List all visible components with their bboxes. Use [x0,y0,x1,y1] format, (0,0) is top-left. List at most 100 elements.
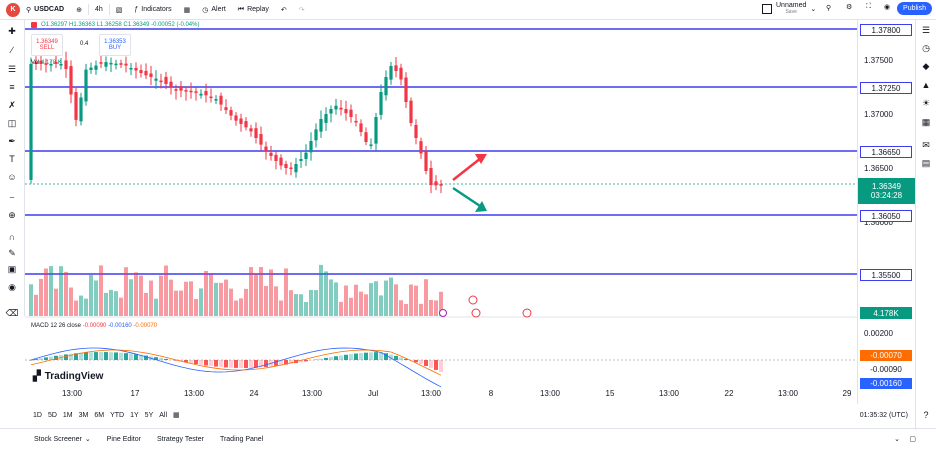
horizontal-lines-icon[interactable]: ☰ [7,64,17,74]
macd-histogram-bar [344,355,348,360]
time-tick: 13:00 [778,389,798,398]
price-tick: 1.36500 [864,164,893,173]
candle-body [349,110,352,117]
time-axis[interactable]: 13:00 17 13:00 24 13:00 Jul 13:00 8 13:0… [25,385,857,404]
volume-bar [229,289,233,316]
macd-histogram-bar [359,353,363,360]
redo-button[interactable]: ↷ [293,0,311,19]
interval-button[interactable]: 4h [89,0,109,19]
emoji-icon[interactable]: ☺ [7,172,17,182]
camera-icon[interactable]: ◉ [884,3,890,11]
ideas-icon[interactable]: ☀ [921,98,931,108]
macd-legend-value1: -0.00090 [83,323,107,329]
grid-icon: ▦ [184,6,191,14]
ruler-icon[interactable]: ⎯ [7,192,17,202]
chart-canvas[interactable] [25,20,857,404]
volume-bar [54,289,58,316]
indicators-button[interactable]: ƒ Indicators [128,0,177,19]
candle-body [259,134,262,145]
replay-button[interactable]: ⏮ Replay [232,0,275,19]
range-1m[interactable]: 1M [60,412,76,419]
volume-bar [89,275,93,316]
price-axis[interactable]: 1.37500 1.37000 1.36500 1.36000 1.37800 … [857,20,916,404]
candle-body [284,164,287,168]
dom-icon[interactable]: ▤ [921,158,931,168]
volume-bar [29,284,33,316]
candle-body [379,92,382,115]
magnet-icon[interactable]: ∩ [7,232,17,242]
publish-button[interactable]: Publish [897,2,932,15]
volume-bar [64,272,68,316]
macd-histogram-bar [199,360,203,365]
volume-bar [304,302,308,316]
volume-bar [269,269,273,316]
buy-button[interactable]: 1.36353 BUY [99,34,131,56]
range-ytd[interactable]: YTD [107,412,127,419]
range-3m[interactable]: 3M [76,412,92,419]
fullscreen-icon[interactable]: ⛶ [866,3,871,11]
price-tick: 1.37000 [864,110,893,119]
zoom-icon[interactable]: ⊕ [7,210,17,220]
text-icon[interactable]: T [7,154,17,164]
range-1y[interactable]: 1Y [127,412,142,419]
collapse-panel-icon[interactable]: ⌄ [894,435,900,443]
pine-editor-tab[interactable]: Pine Editor [99,436,149,443]
crosshair-icon[interactable]: ✚ [7,26,17,36]
candle-body [364,132,367,142]
macd-histogram-bar [114,352,118,360]
chart-type-button[interactable]: ▧ [110,0,129,19]
projection-icon[interactable]: ◫ [7,118,17,128]
goto-date-icon[interactable]: ▦ [170,411,183,419]
range-5y[interactable]: 5Y [142,412,157,419]
lock-icon[interactable]: ▣ [7,264,17,274]
settings-icon[interactable]: ⚙ [846,3,852,11]
layout-menu[interactable]: Unnamed Save ⌄ [762,2,816,16]
range-all[interactable]: All [156,412,170,419]
time-tick: 29 [843,389,852,398]
symbol-search[interactable]: ⚲ USDCAD [20,0,70,19]
trading-panel-tab[interactable]: Trading Panel [212,436,271,443]
candle-body [414,125,417,138]
economic-event-marker [472,309,480,317]
macd-histogram-bar [84,352,88,360]
pattern-icon[interactable]: ✗ [7,100,17,110]
volume-bar [44,269,48,316]
trend-line-icon[interactable]: ∕ [7,45,17,55]
undo-button[interactable]: ↶ [275,0,293,19]
brush-icon[interactable]: ✒ [7,136,17,146]
chat-icon[interactable]: ✉ [921,140,931,150]
stock-screener-tab[interactable]: Stock Screener ⌄ [26,435,99,443]
range-6m[interactable]: 6M [91,412,107,419]
redo-icon: ↷ [299,6,305,14]
utc-clock[interactable]: 01:35:32 (UTC) [860,412,908,419]
user-avatar[interactable]: K [6,3,20,17]
candle-body [104,62,107,67]
volume-bar [154,299,158,316]
calendar-icon[interactable]: ▦ [921,117,931,127]
candle-body [204,91,207,95]
help-icon[interactable]: ? [921,410,931,420]
trash-icon[interactable]: ⌫ [7,308,17,318]
layers-icon[interactable]: ◆ [921,61,931,71]
templates-button[interactable]: ▦ [178,0,197,19]
lock-drawings-icon[interactable]: ✎ [7,248,17,258]
maximize-panel-icon[interactable]: ▢ [909,435,916,443]
range-1d[interactable]: 1D [30,412,45,419]
macd-histogram-bar [159,358,163,360]
quick-search-icon[interactable]: ⚲ [826,4,831,12]
alerts-clock-icon[interactable]: ◷ [921,43,931,53]
hotlist-icon[interactable]: ▲ [921,80,931,90]
compare-button[interactable]: ⊕ [70,0,88,19]
time-tick: Jul [368,389,378,398]
macd-histogram-bar [239,360,243,368]
strategy-tester-tab[interactable]: Strategy Tester [149,436,212,443]
watchlist-icon[interactable]: ☰ [921,25,931,35]
volume-bar [94,280,98,316]
alert-button[interactable]: ◷ Alert [196,0,232,19]
sell-button[interactable]: 1.36349 SELL [31,34,63,56]
candle-body [409,101,412,123]
range-5d[interactable]: 5D [45,412,60,419]
candle-body [144,71,147,75]
fib-icon[interactable]: ≡ [7,82,17,92]
eye-icon[interactable]: ◉ [7,282,17,292]
